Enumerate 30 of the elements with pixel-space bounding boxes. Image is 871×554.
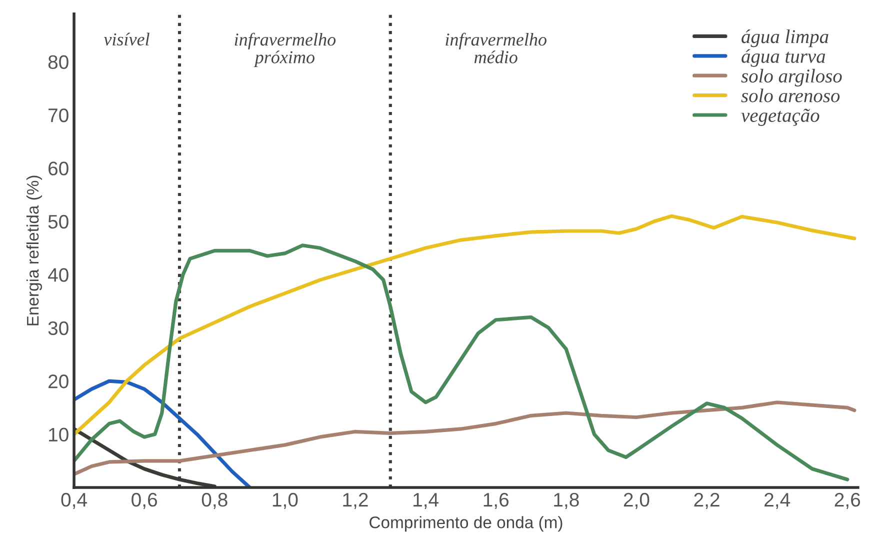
legend-label: água limpa <box>742 30 828 48</box>
x-tick-label: 1,8 <box>554 492 579 509</box>
x-tick-label: 2,4 <box>764 492 790 509</box>
x-tick-label: 1,2 <box>343 492 368 509</box>
y-axis-title: Energia refletida (%) <box>26 176 42 326</box>
y-tick-label: 10 <box>49 428 68 442</box>
y-tick-label: 40 <box>48 268 68 282</box>
annotation: visível <box>104 32 150 46</box>
x-tick-label: 1,4 <box>414 493 439 509</box>
x-tick-label: 0,8 <box>202 492 228 509</box>
annotation: infravermelho médio <box>446 32 546 64</box>
legend-label: solo arenoso <box>741 88 840 102</box>
y-tick-label: 80 <box>48 55 68 69</box>
x-tick-label: 2,2 <box>694 492 720 509</box>
x-tick-label: 0,4 <box>61 492 87 509</box>
y-tick-label: 70 <box>48 108 68 122</box>
legend-label: água turva <box>742 49 826 67</box>
y-tick-label: 30 <box>48 321 68 336</box>
x-axis-title: Comprimento de onda (m) <box>370 516 562 532</box>
y-tick-label: 20 <box>48 374 68 388</box>
x-tick-label: 2,0 <box>624 492 650 509</box>
x-tick-label: 0,6 <box>132 492 157 509</box>
x-tick-label: 1,6 <box>484 492 509 509</box>
x-tick-label: 1,0 <box>272 492 298 509</box>
x-tick-label: 2,6 <box>834 492 860 509</box>
y-tick-label: 60 <box>48 162 68 176</box>
legend-label: vegetação <box>741 108 820 126</box>
annotation: infravermelho próximo <box>234 32 336 67</box>
y-tick-label: 50 <box>48 214 68 229</box>
legend-label: solo argiloso <box>741 68 842 87</box>
